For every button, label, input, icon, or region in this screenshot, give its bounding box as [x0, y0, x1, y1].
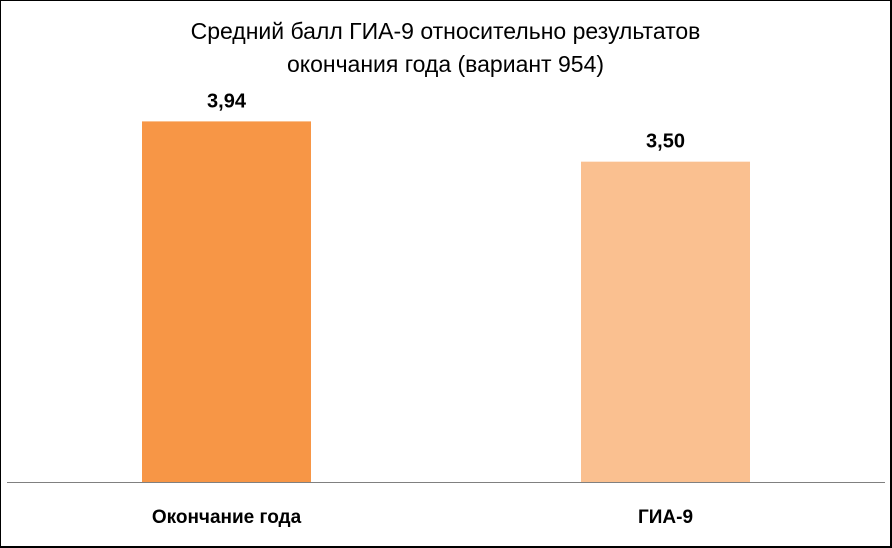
- bar-1: [142, 121, 311, 482]
- chart-title-line-2: окончания года (вариант 954): [286, 51, 605, 77]
- category-label-1: Окончание года: [152, 507, 302, 528]
- data-label-2: 3,50: [646, 131, 685, 153]
- bar-2: [581, 161, 750, 482]
- data-label-1: 3,94: [207, 90, 247, 112]
- chart-title-line-1: Средний балл ГИА-9 относительно результа…: [190, 18, 701, 44]
- category-label-2: ГИА-9: [638, 507, 693, 528]
- chart-title: Средний балл ГИА-9 относительно результа…: [1, 15, 890, 81]
